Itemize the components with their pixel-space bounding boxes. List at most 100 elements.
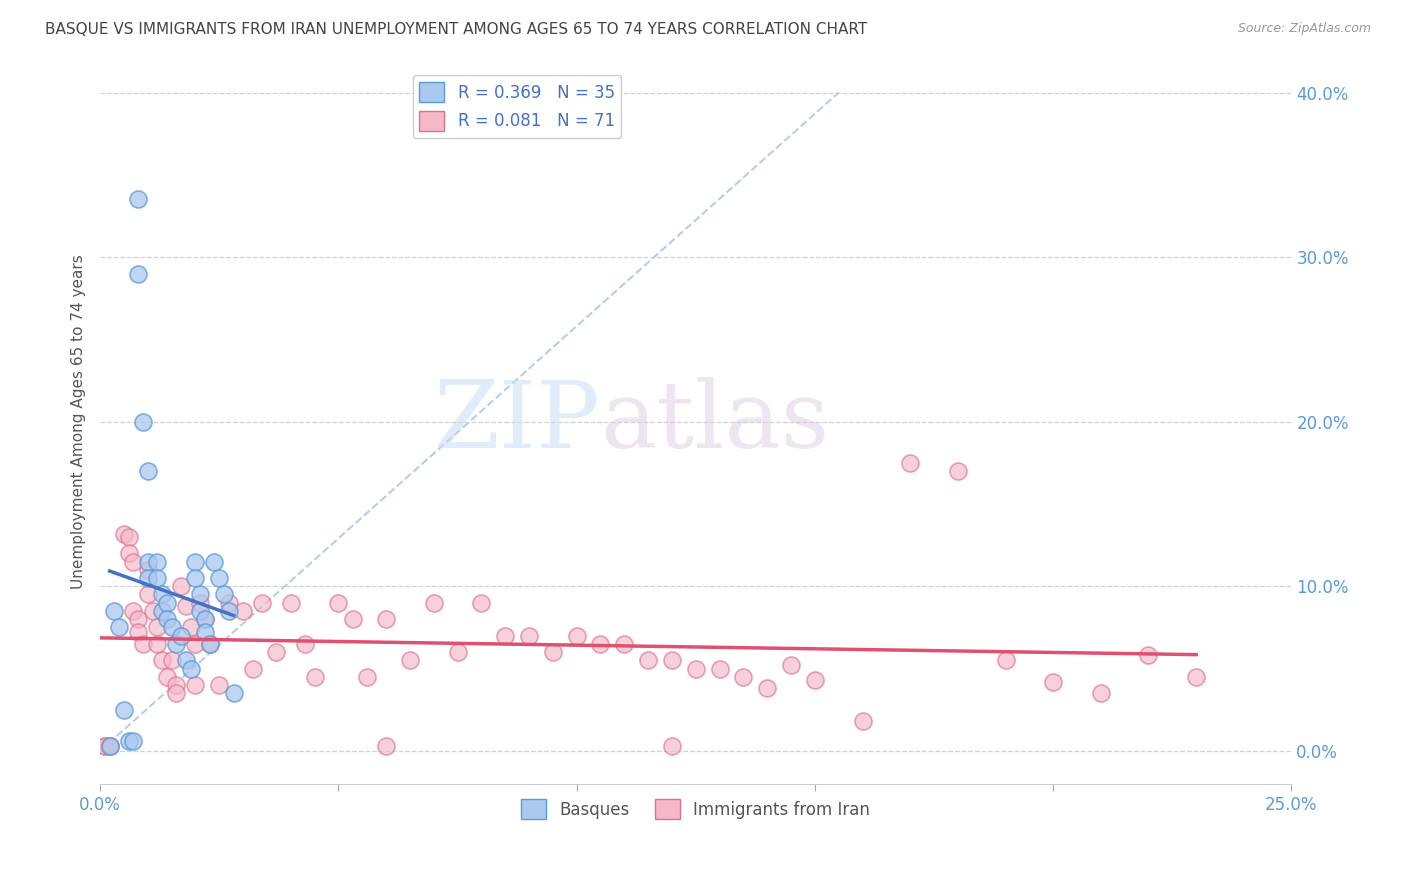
Point bbox=[304, 670, 326, 684]
Point bbox=[208, 678, 231, 692]
Point bbox=[127, 267, 149, 281]
Text: ZIP: ZIP bbox=[433, 376, 600, 467]
Point bbox=[204, 555, 226, 569]
Point bbox=[112, 526, 135, 541]
Point bbox=[188, 596, 211, 610]
Point bbox=[156, 670, 179, 684]
Point bbox=[127, 193, 149, 207]
Point bbox=[218, 604, 240, 618]
Point bbox=[194, 612, 217, 626]
Point bbox=[184, 571, 207, 585]
Point bbox=[98, 739, 121, 753]
Point bbox=[150, 604, 173, 618]
Point bbox=[232, 604, 254, 618]
Point bbox=[637, 653, 659, 667]
Point bbox=[194, 612, 217, 626]
Point bbox=[146, 571, 169, 585]
Point bbox=[733, 670, 755, 684]
Text: BASQUE VS IMMIGRANTS FROM IRAN UNEMPLOYMENT AMONG AGES 65 TO 74 YEARS CORRELATIO: BASQUE VS IMMIGRANTS FROM IRAN UNEMPLOYM… bbox=[45, 22, 868, 37]
Point bbox=[280, 596, 302, 610]
Point bbox=[375, 739, 398, 753]
Point bbox=[136, 555, 159, 569]
Point bbox=[250, 596, 273, 610]
Point bbox=[170, 579, 193, 593]
Point bbox=[399, 653, 422, 667]
Point bbox=[946, 464, 969, 478]
Point bbox=[174, 653, 197, 667]
Point bbox=[356, 670, 378, 684]
Point bbox=[342, 612, 364, 626]
Point bbox=[470, 596, 492, 610]
Point bbox=[780, 658, 803, 673]
Point bbox=[709, 661, 731, 675]
Point bbox=[160, 620, 183, 634]
Point bbox=[294, 637, 316, 651]
Point bbox=[156, 612, 179, 626]
Point bbox=[212, 587, 235, 601]
Point bbox=[170, 629, 193, 643]
Point bbox=[1185, 670, 1208, 684]
Point bbox=[589, 637, 612, 651]
Point bbox=[613, 637, 636, 651]
Point bbox=[565, 629, 588, 643]
Point bbox=[184, 637, 207, 651]
Point bbox=[198, 637, 221, 651]
Point bbox=[188, 604, 211, 618]
Point bbox=[94, 739, 117, 753]
Point bbox=[165, 637, 187, 651]
Point bbox=[180, 620, 202, 634]
Point bbox=[127, 612, 149, 626]
Point bbox=[132, 415, 155, 429]
Point bbox=[898, 456, 921, 470]
Point bbox=[118, 530, 141, 544]
Point bbox=[165, 678, 187, 692]
Point bbox=[122, 734, 145, 748]
Point bbox=[266, 645, 288, 659]
Point bbox=[108, 620, 131, 634]
Point bbox=[132, 637, 155, 651]
Point bbox=[375, 612, 398, 626]
Point bbox=[127, 625, 149, 640]
Point bbox=[1137, 648, 1160, 663]
Point bbox=[136, 587, 159, 601]
Point bbox=[756, 681, 779, 696]
Point bbox=[141, 604, 163, 618]
Point bbox=[136, 563, 159, 577]
Point bbox=[184, 678, 207, 692]
Point bbox=[188, 587, 211, 601]
Point bbox=[122, 604, 145, 618]
Point bbox=[184, 555, 207, 569]
Point bbox=[685, 661, 707, 675]
Point bbox=[94, 739, 117, 753]
Text: Source: ZipAtlas.com: Source: ZipAtlas.com bbox=[1237, 22, 1371, 36]
Point bbox=[1042, 674, 1064, 689]
Point bbox=[98, 739, 121, 753]
Point bbox=[661, 653, 683, 667]
Point bbox=[180, 661, 202, 675]
Point bbox=[122, 555, 145, 569]
Point bbox=[103, 604, 125, 618]
Point bbox=[422, 596, 444, 610]
Point bbox=[156, 596, 179, 610]
Point bbox=[242, 661, 264, 675]
Point bbox=[851, 714, 873, 729]
Point bbox=[494, 629, 516, 643]
Point bbox=[222, 686, 245, 700]
Point bbox=[118, 734, 141, 748]
Point bbox=[146, 637, 169, 651]
Point bbox=[98, 739, 121, 753]
Point bbox=[146, 620, 169, 634]
Point bbox=[661, 739, 683, 753]
Point bbox=[446, 645, 468, 659]
Point bbox=[328, 596, 350, 610]
Point bbox=[112, 703, 135, 717]
Point bbox=[136, 571, 159, 585]
Point bbox=[165, 686, 187, 700]
Point bbox=[150, 653, 173, 667]
Point bbox=[146, 555, 169, 569]
Point bbox=[118, 546, 141, 560]
Point bbox=[208, 571, 231, 585]
Point bbox=[218, 596, 240, 610]
Point bbox=[174, 599, 197, 613]
Point bbox=[150, 587, 173, 601]
